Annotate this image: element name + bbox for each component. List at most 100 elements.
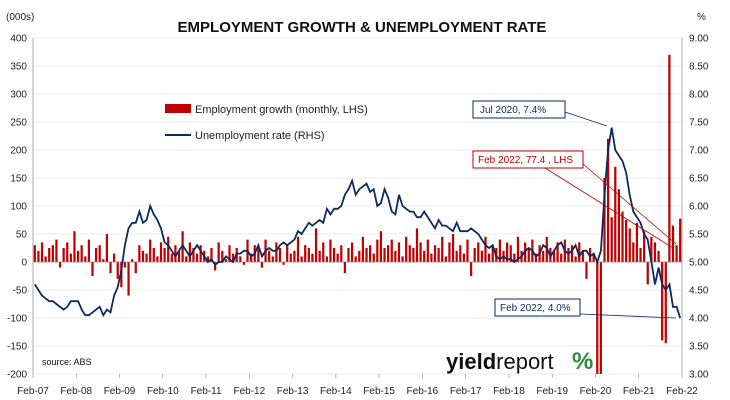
employment-growth-bar (430, 253, 433, 262)
employment-growth-bar (578, 242, 581, 262)
employment-growth-bar (325, 256, 328, 262)
employment-growth-bar (653, 242, 657, 262)
employment-growth-bar (426, 239, 429, 262)
annotation-feb2022-bar-leader-a (544, 167, 674, 249)
employment-growth-bar (387, 245, 390, 262)
employment-growth-bar (614, 166, 617, 262)
employment-growth-bar (76, 250, 80, 262)
employment-growth-bar (361, 236, 365, 262)
legend-bar-swatch (165, 104, 191, 113)
employment-growth-bar (80, 245, 83, 262)
left-axis-ticks: 400 350 300 250 200 150 100 50 0 -50 -100 -150 -200 (7, 34, 27, 381)
employment-growth-bar (282, 262, 285, 265)
employment-growth-bar (314, 228, 318, 262)
x-tick-label: Feb-19 (536, 386, 568, 397)
left-tick-label: 150 (10, 174, 27, 185)
source-label: source: ABS (42, 357, 92, 367)
employment-growth-bar (138, 245, 141, 262)
employment-growth-bar (69, 253, 72, 262)
employment-growth-bar (127, 262, 130, 296)
x-tick-label: Feb-21 (623, 386, 655, 397)
employment-growth-bar (552, 250, 556, 262)
employment-growth-bar (159, 242, 163, 262)
employment-growth-bar (405, 236, 408, 262)
employment-growth-bar (347, 248, 350, 262)
employment-growth-bar (51, 245, 54, 262)
employment-growth-bar (141, 250, 145, 262)
employment-growth-bar (423, 250, 426, 262)
employment-growth-bar (477, 242, 480, 262)
annotation-feb2022-line: Feb 2022, 4.0% (494, 298, 677, 319)
employment-growth-bar (37, 250, 40, 262)
logo-text: yieldreport (446, 349, 554, 374)
left-tick-label: 250 (10, 118, 27, 129)
employment-growth-bar (668, 54, 671, 262)
employment-growth-bar (275, 242, 278, 262)
right-tick-label: 8.50 (689, 62, 709, 73)
employment-growth-bar (462, 253, 465, 262)
annotation-feb2022-bar-box (472, 150, 584, 169)
annotation-jul2020-text: Jul 2020, 7.4% (480, 105, 546, 116)
employment-growth-bar (134, 262, 137, 274)
employment-growth-bar (98, 245, 101, 262)
employment-growth-bar (350, 242, 354, 262)
employment-growth-bar (455, 250, 458, 262)
right-tick-label: 5.00 (689, 258, 709, 269)
employment-growth-bar (369, 245, 372, 262)
employment-growth-bar (516, 236, 520, 262)
employment-growth-bar (390, 239, 393, 262)
x-tick-label: Feb-12 (233, 386, 265, 397)
employment-growth-bar (343, 262, 346, 274)
left-tick-label: 100 (10, 202, 27, 213)
annotation-feb2022-line-box (494, 298, 581, 317)
x-tick-label: Feb-14 (320, 386, 352, 397)
left-tick-label: -50 (13, 286, 28, 297)
employment-growth-bar (271, 256, 274, 262)
employment-growth-bar (304, 245, 307, 262)
employment-growth-bar (206, 256, 209, 262)
left-tick-label: 400 (10, 34, 27, 45)
employment-growth-bar (123, 262, 127, 268)
employment-growth-bar (675, 245, 678, 262)
employment-growth-bar (671, 225, 675, 262)
employment-growth-bar (102, 259, 105, 262)
employment-growth-bar (188, 242, 191, 262)
employment-growth-bar (437, 248, 440, 262)
employment-growth-bar (621, 211, 624, 262)
legend-bar-label: Employment growth (monthly, LHS) (195, 104, 368, 116)
employment-growth-bar (213, 262, 217, 271)
employment-growth-bar (560, 253, 563, 262)
employment-growth-bar (513, 253, 516, 262)
employment-growth-bar (383, 248, 386, 262)
x-tick-label: Feb-22 (666, 386, 698, 397)
employment-growth-bar (40, 242, 44, 262)
employment-growth-bar (484, 236, 487, 262)
employment-growth-bar (365, 248, 368, 262)
legend-line-label: Unemployment rate (RHS) (195, 130, 325, 142)
employment-growth-bar (635, 222, 639, 262)
left-tick-label: -100 (7, 314, 27, 325)
employment-growth-bar (242, 262, 246, 265)
employment-growth-bar (448, 242, 451, 262)
employment-growth-bar (113, 253, 116, 262)
employment-growth-bar (643, 231, 646, 262)
employment-growth-bar (570, 245, 574, 262)
employment-growth-bar (506, 242, 509, 262)
x-tick-label: Feb-18 (493, 386, 525, 397)
employment-growth-bar (527, 248, 530, 262)
right-tick-label: 3.00 (689, 370, 709, 381)
yieldreport-logo: yieldreport % (446, 348, 593, 375)
employment-growth-bar (217, 242, 220, 262)
employment-growth-bar (358, 250, 361, 262)
employment-growth-bar (459, 245, 462, 262)
employment-growth-bar (498, 239, 502, 262)
chart-title: EMPLOYMENT GROWTH & UNEMPLOYMENT RATE (178, 19, 547, 36)
employment-growth-bar (62, 248, 65, 262)
employment-growth-bar (120, 262, 123, 288)
employment-growth-bar (250, 253, 253, 262)
employment-growth-bar (542, 250, 545, 262)
employment-growth-bar (599, 262, 602, 374)
employment-growth-bar (596, 262, 599, 374)
employment-growth-bar (55, 239, 58, 262)
employment-growth-bar (606, 138, 610, 262)
